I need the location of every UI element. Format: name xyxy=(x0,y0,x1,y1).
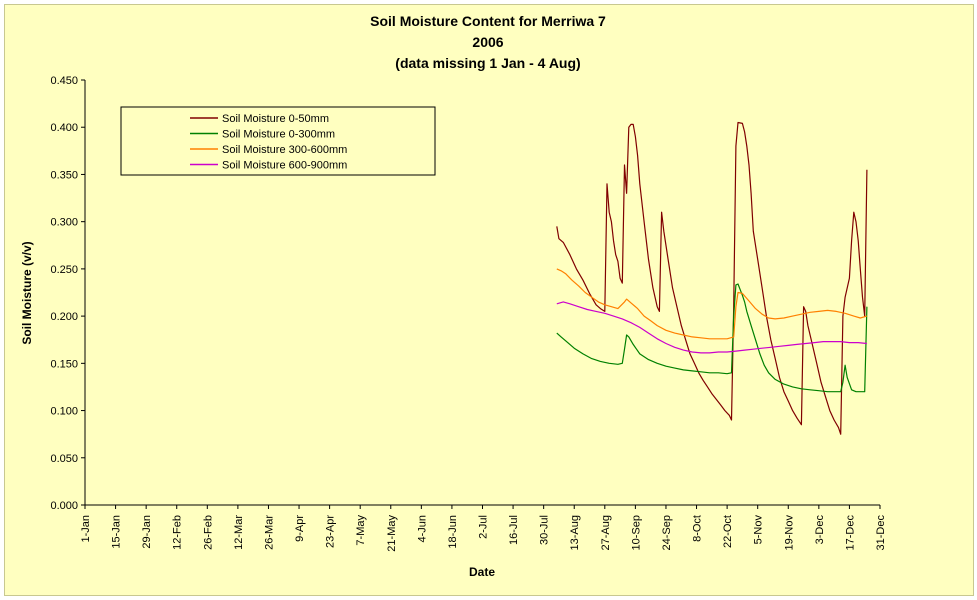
series-line-2 xyxy=(556,283,868,393)
chart-title-line-3: (data missing 1 Jan - 4 Aug) xyxy=(395,55,580,71)
y-tick-label: 0.450 xyxy=(50,75,78,87)
series-line-1 xyxy=(556,121,868,435)
x-tick-label: 4-Jun xyxy=(416,515,428,543)
x-tick-label: 5-Nov xyxy=(753,515,765,545)
x-tick-label: 2-Jul xyxy=(478,515,490,539)
x-tick-label: 8-Oct xyxy=(692,515,704,542)
chart-title-line-2: 2006 xyxy=(472,34,503,50)
y-tick-label: 0.100 xyxy=(50,406,78,418)
x-tick-label: 3-Dec xyxy=(814,515,826,545)
legend-label: Soil Moisture 0-300mm xyxy=(222,129,335,141)
x-tick-label: 30-Jul xyxy=(539,515,551,545)
y-axis: 0.000 0.050 0.100 0.150 0.200 0.250 0.300 0.350… xyxy=(50,75,86,512)
series-line-3 xyxy=(556,268,868,340)
y-tick-label: 0.200 xyxy=(50,311,78,323)
chart-title-line-1: Soil Moisture Content for Merriwa 7 xyxy=(370,13,606,29)
x-tick-label: 24-Sep xyxy=(661,515,673,550)
x-tick-label: 16-Jul xyxy=(508,515,520,545)
x-tick-label: 10-Sep xyxy=(630,515,642,550)
y-tick-label: 0.300 xyxy=(50,217,78,229)
x-tick-label: 12-Feb xyxy=(172,515,184,550)
legend-label: Soil Moisture 0-50mm xyxy=(222,113,329,125)
x-tick-label: 17-Dec xyxy=(844,515,856,551)
x-tick-label: 29-Jan xyxy=(141,515,153,549)
series-layer xyxy=(556,121,868,435)
x-tick-label: 15-Jan xyxy=(111,515,123,549)
legend: Soil Moisture 0-50mm Soil Moisture 0-300m… xyxy=(120,106,436,176)
y-tick-label: 0.050 xyxy=(50,453,78,465)
x-tick-label: 1-Jan xyxy=(80,515,92,543)
y-tick-label: 0.150 xyxy=(50,358,78,370)
x-tick-label: 7-May xyxy=(355,515,367,546)
y-tick-label: 0.400 xyxy=(50,122,78,134)
x-tick-label: 26-Feb xyxy=(202,515,214,550)
x-tick-label: 9-Apr xyxy=(294,515,306,542)
legend-label: Soil Moisture 300-600mm xyxy=(222,144,347,156)
y-axis-title: Soil Moisture (v/v) xyxy=(20,241,34,344)
series-line-4 xyxy=(556,301,867,354)
x-axis: 1-Jan 15-Jan 29-Jan 12-Feb 26-Feb 12-Mar 26-Ma… xyxy=(80,504,887,552)
x-tick-label: 13-Aug xyxy=(569,515,581,550)
x-tick-label: 18-Jun xyxy=(447,515,459,549)
x-tick-label: 27-Aug xyxy=(600,515,612,550)
legend-label: Soil Moisture 600-900mm xyxy=(222,160,347,172)
x-tick-label: 21-May xyxy=(386,515,398,552)
x-tick-label: 22-Oct xyxy=(722,515,734,548)
x-tick-label: 12-Mar xyxy=(233,515,245,550)
legend-box xyxy=(120,106,436,176)
x-tick-label: 26-Mar xyxy=(263,515,275,550)
x-tick-label: 31-Dec xyxy=(875,515,887,551)
y-tick-label: 0.250 xyxy=(50,264,78,276)
y-tick-label: 0.000 xyxy=(50,500,78,512)
y-tick-label: 0.350 xyxy=(50,169,78,181)
x-tick-label: 23-Apr xyxy=(325,515,337,548)
x-axis-title: Date xyxy=(469,565,495,579)
x-tick-label: 19-Nov xyxy=(783,515,795,551)
